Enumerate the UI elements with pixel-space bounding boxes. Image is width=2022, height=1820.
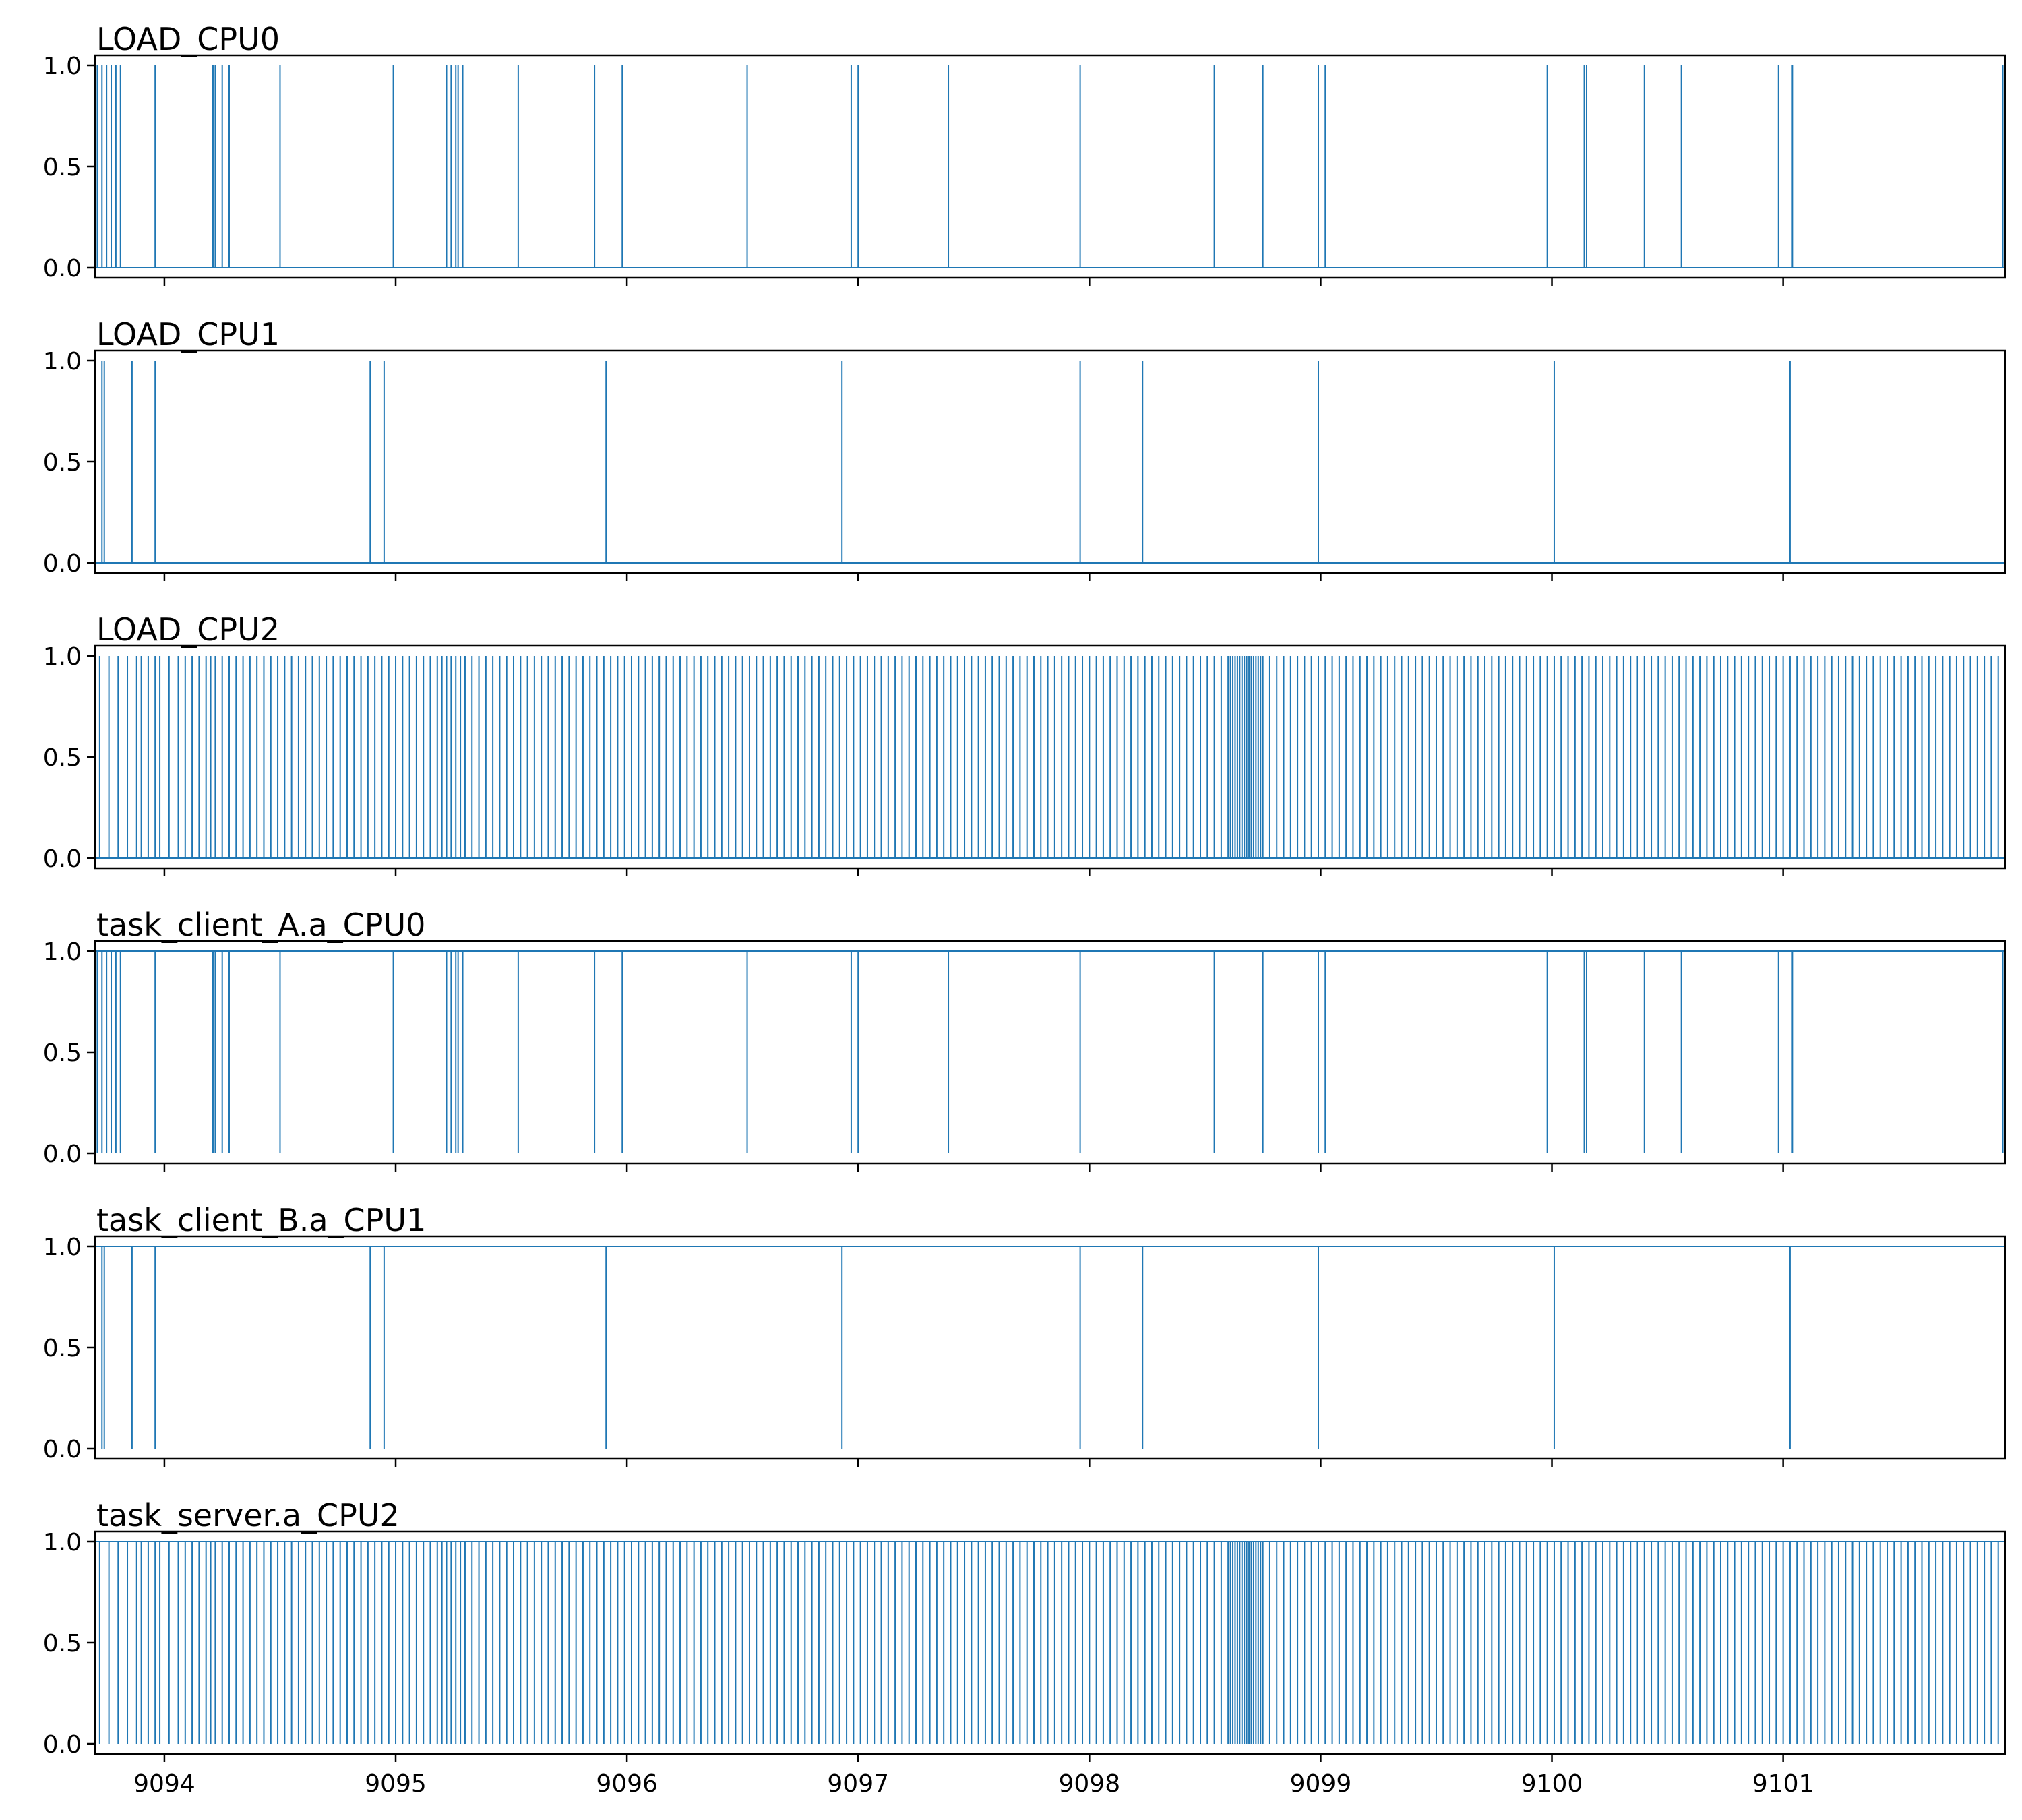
y-tick-label: 1.0	[43, 1234, 82, 1261]
y-tick-label: 0.5	[43, 449, 82, 477]
y-tick-label: 0.5	[43, 1039, 82, 1067]
subplot-3: task_client_A.a_CPU0 0.0 0.5 1.0	[43, 907, 2006, 1172]
y-tick-label: 1.0	[43, 938, 82, 966]
y-tick-label: 0.5	[43, 154, 82, 181]
x-tick-label: 9094	[133, 1770, 195, 1798]
y-tick-label: 1.0	[43, 643, 82, 671]
y-tick-label: 0.0	[43, 845, 82, 873]
x-tick-label: 9097	[827, 1770, 889, 1798]
subplot-title: task_client_A.a_CPU0	[96, 907, 425, 943]
y-tick-label: 0.5	[43, 1335, 82, 1362]
subplot-4: task_client_B.a_CPU1 0.0 0.5 1.0	[43, 1202, 2006, 1467]
y-tick-label: 0.0	[43, 1436, 82, 1463]
y-tick-label: 0.5	[43, 744, 82, 772]
subplot-5: task_server.a_CPU2 0.0 0.5 1.0 9094 9095 9096 9…	[43, 1497, 2006, 1798]
subplot-title: task_server.a_CPU2	[96, 1497, 400, 1534]
subplot-2: LOAD_CPU2 0.0 0.5 1.0	[43, 611, 2006, 876]
y-tick-label: 0.0	[43, 550, 82, 578]
x-tick-label: 9098	[1059, 1770, 1121, 1798]
y-tick-label: 0.5	[43, 1630, 82, 1658]
y-tick-label: 1.0	[43, 53, 82, 80]
x-tick-label: 9099	[1290, 1770, 1352, 1798]
y-tick-label: 0.0	[43, 1731, 82, 1759]
subplot-title: task_client_B.a_CPU1	[96, 1202, 426, 1238]
x-tick-label: 9096	[596, 1770, 658, 1798]
subplot-title: LOAD_CPU0	[96, 21, 280, 57]
subplot-0: LOAD_CPU0 0.0 0.5 1.0	[43, 21, 2006, 286]
x-tick-label: 9100	[1521, 1770, 1583, 1798]
y-tick-label: 1.0	[43, 1529, 82, 1556]
x-tick-label: 9101	[1752, 1770, 1814, 1798]
subplot-title: LOAD_CPU1	[96, 316, 280, 353]
y-tick-label: 0.0	[43, 1141, 82, 1168]
subplot-title: LOAD_CPU2	[96, 611, 280, 648]
x-tick-label: 9095	[365, 1770, 427, 1798]
y-tick-label: 0.0	[43, 255, 82, 282]
subplot-1: LOAD_CPU1 0.0 0.5 1.0	[43, 316, 2006, 581]
y-tick-label: 1.0	[43, 348, 82, 375]
